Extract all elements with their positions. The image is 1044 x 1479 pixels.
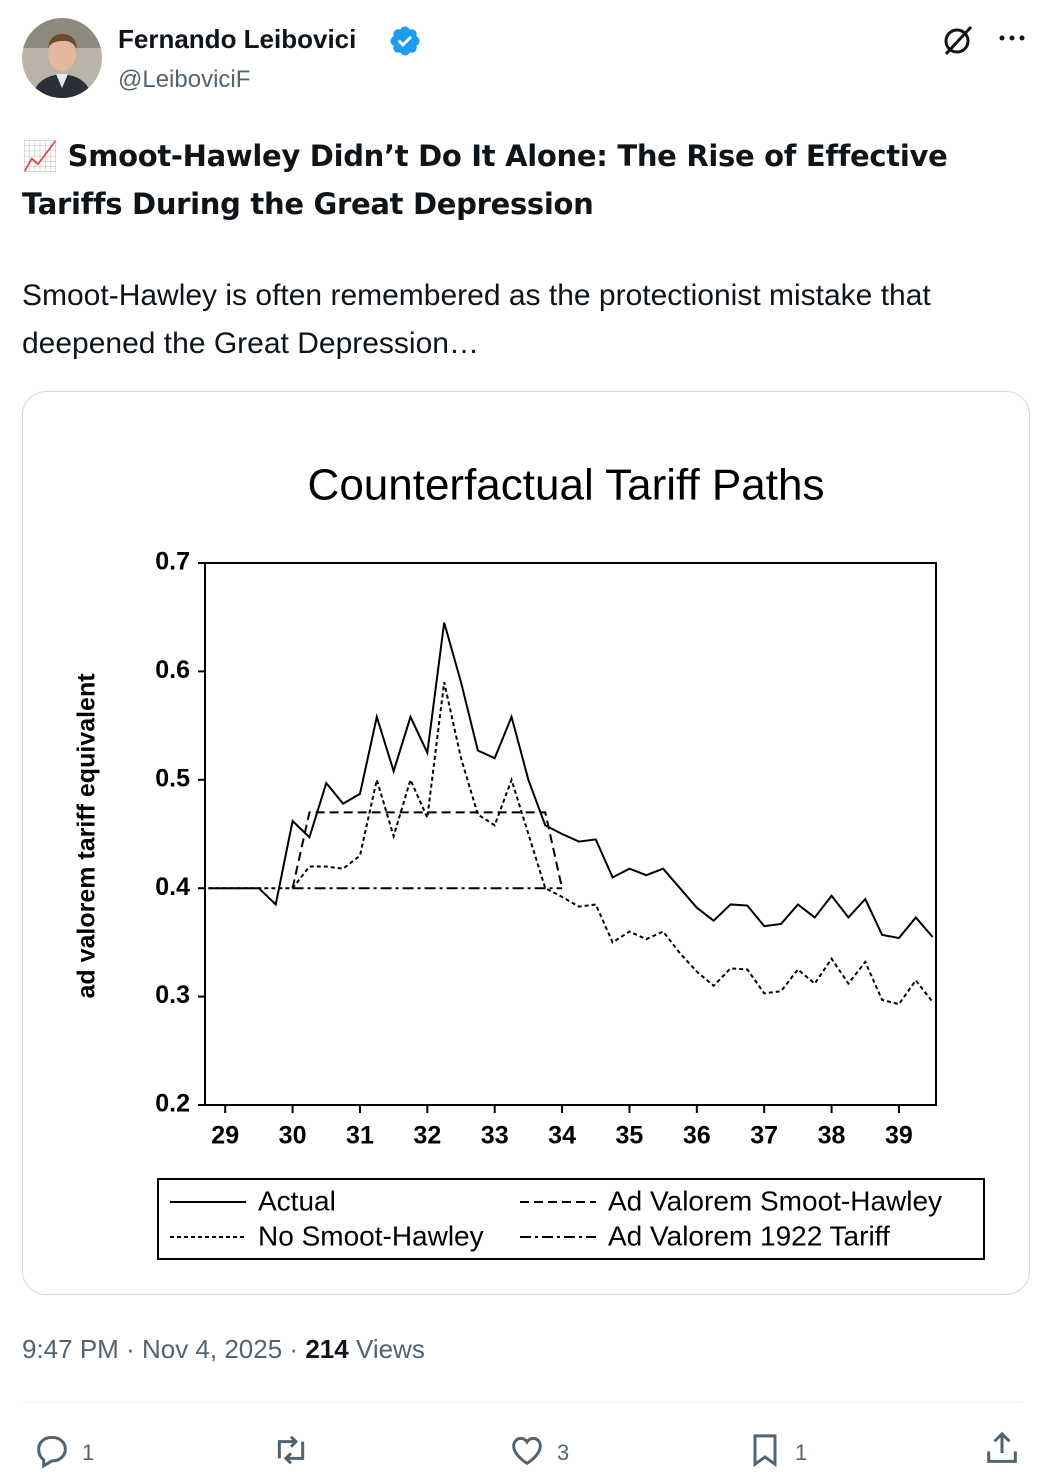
title-text: Smoot-Hawley Didn’t Do It Alone: The Ris… (22, 139, 948, 221)
post-meta: 9:47 PM · Nov 4, 2025 · 214 Views (22, 1334, 425, 1365)
like-icon[interactable] (507, 1430, 547, 1470)
chart-title: Counterfactual Tariff Paths (308, 461, 825, 510)
avatar[interactable] (22, 18, 102, 98)
legend-label: No Smoot-Hawley (258, 1220, 484, 1251)
reply-icon[interactable] (32, 1430, 72, 1470)
share-icon[interactable] (982, 1428, 1022, 1468)
chart: Counterfactual Tariff Paths ad valorem t… (73, 461, 985, 1260)
y-tick-label: 0.7 (155, 548, 190, 576)
post-title: 📈 Smoot-Hawley Didn’t Do It Alone: The R… (22, 132, 982, 228)
verified-badge (390, 26, 420, 56)
y-axis-label: ad valorem tariff equivalent (73, 673, 101, 999)
y-tick-label: 0.5 (155, 764, 190, 792)
series-line (208, 622, 934, 940)
x-tick-label: 37 (750, 1122, 778, 1150)
media-card[interactable]: Counterfactual Tariff Paths ad valorem t… (22, 391, 1030, 1295)
date[interactable]: Nov 4, 2025 (141, 1334, 283, 1364)
author-handle[interactable]: @LeiboviciF (118, 66, 251, 93)
x-tick-label: 29 (211, 1122, 239, 1150)
separator: · (126, 1334, 135, 1364)
x-tick-label: 32 (413, 1122, 441, 1150)
x-tick-label: 33 (481, 1122, 509, 1150)
y-tick-label: 0.2 (155, 1090, 190, 1118)
legend-label: Actual (258, 1185, 336, 1216)
views-label: Views (355, 1334, 425, 1364)
legend-label: Ad Valorem 1922 Tariff (608, 1220, 890, 1251)
time: 9:47 PM (22, 1334, 119, 1364)
series-line (291, 811, 564, 889)
x-tick-label: 38 (818, 1122, 846, 1150)
y-tick-label: 0.4 (155, 873, 190, 901)
x-tick-label: 39 (885, 1122, 913, 1150)
y-tick-label: 0.6 (155, 656, 190, 684)
separator: · (289, 1334, 299, 1364)
series-line (208, 682, 934, 1006)
legend-label: Ad Valorem Smoot-Hawley (608, 1185, 942, 1216)
grok-icon[interactable] (940, 22, 976, 58)
more-icon[interactable] (996, 28, 1028, 48)
x-tick-label: 35 (616, 1122, 644, 1150)
x-tick-label: 36 (683, 1122, 711, 1150)
divider (22, 1402, 1022, 1403)
x-tick-label: 30 (279, 1122, 307, 1150)
plot-frame (204, 562, 937, 1106)
views-count: 214 (305, 1334, 349, 1364)
x-tick-label: 34 (548, 1122, 576, 1150)
post-body: Smoot-Hawley is often remembered as the … (22, 279, 931, 360)
repost-icon[interactable] (270, 1430, 312, 1470)
bookmark-icon[interactable] (745, 1430, 785, 1470)
legend-box (157, 1178, 985, 1260)
emoji: 📈 (22, 139, 58, 173)
author-name[interactable]: Fernando Leibovici (118, 24, 357, 54)
y-tick-label: 0.3 (155, 981, 190, 1009)
reply-count: 1 (82, 1440, 95, 1465)
x-tick-label: 31 (346, 1122, 374, 1150)
like-count: 3 (557, 1440, 570, 1465)
bookmark-count: 1 (795, 1440, 808, 1465)
